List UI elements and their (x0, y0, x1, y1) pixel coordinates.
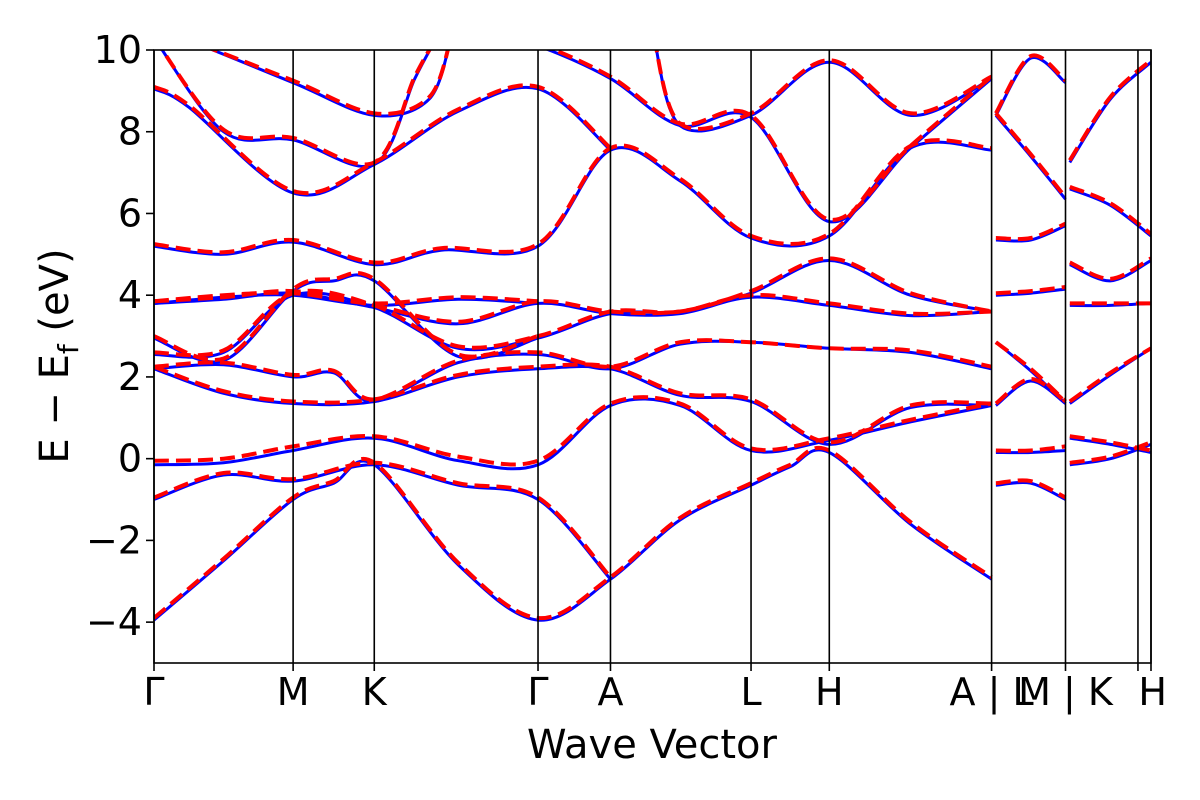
y-tick-label: 10 (94, 28, 142, 72)
band-line (154, 293, 539, 307)
band-line (994, 53, 1067, 115)
band-line (1068, 256, 1151, 281)
kpath-label: Γ (143, 670, 164, 714)
band-line (1068, 346, 1151, 404)
x-axis-label: Wave Vector (527, 722, 778, 768)
kpath-label: A | L (950, 670, 1034, 715)
band-line (995, 480, 1067, 501)
y-tick-label: 4 (118, 273, 142, 317)
kpath-label: H (815, 670, 844, 714)
band-line (154, 290, 539, 306)
y-axis-label: E − Ef (eV) (32, 248, 85, 463)
kpath-label: L (740, 670, 761, 714)
kpath-label: H (1138, 670, 1167, 714)
y-axis-ticks: −4 −2 0 2 4 6 8 10 (86, 28, 154, 644)
kpath-label: M | K (1018, 670, 1114, 715)
plot-frame (153, 49, 1152, 664)
band-line (995, 444, 1066, 453)
band-line (994, 340, 1067, 403)
band-line (994, 112, 1068, 199)
y-tick-label: 0 (118, 437, 142, 481)
band-line (995, 478, 1067, 500)
y-tick-label: 6 (118, 191, 142, 235)
band-line (995, 285, 1066, 296)
band-line (1068, 58, 1151, 162)
band-line (209, 50, 450, 116)
y-axis-label-main: E − E (32, 354, 78, 464)
y-tick-label: 8 (118, 110, 142, 154)
band-line (1069, 185, 1151, 236)
y-tick-label: −4 (86, 600, 142, 644)
band-line (548, 50, 993, 222)
y-tick-label: 2 (118, 355, 142, 399)
kpath-label: Γ (527, 670, 548, 714)
band-line (154, 270, 539, 362)
x-axis-ticks: Γ M K Γ A L H A | LM | K H (143, 663, 1167, 715)
band-line (160, 50, 432, 167)
band-line (995, 287, 1066, 297)
band-line (154, 460, 612, 579)
band-line (1069, 434, 1151, 453)
band-line (1069, 440, 1151, 465)
kpath-label: M (277, 670, 310, 714)
band-line (995, 221, 1067, 242)
band-line (654, 50, 993, 131)
kpath-label: A (597, 670, 623, 714)
band-line (994, 376, 1067, 406)
y-axis-label-unit: (eV) (32, 248, 78, 344)
kpath-label: K (362, 670, 388, 714)
y-tick-label: −2 (86, 518, 142, 562)
y-axis-label-subscript: f (52, 343, 85, 354)
